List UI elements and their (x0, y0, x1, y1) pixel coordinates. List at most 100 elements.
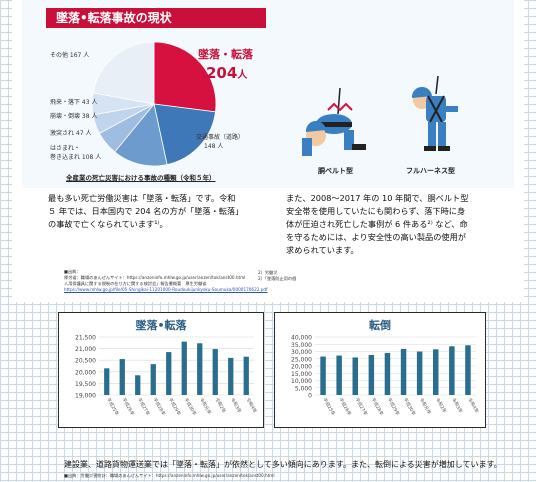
bottom-source: ■出典：労働災害統計：職場のあんぜんサイト：https://anzeninfo.… (64, 473, 275, 478)
y-tick-label: 5,000 (295, 385, 312, 392)
pie-slice (153, 41, 217, 113)
bar (135, 375, 141, 395)
bar (150, 364, 156, 395)
y-tick-label: 30,000 (291, 349, 312, 356)
pie-highlight-value: 204人 (206, 64, 247, 82)
figure-caption-harness: フルハーネス型 (406, 167, 455, 175)
chart-falls-title: 墜落•転落 (135, 319, 187, 332)
bar (320, 356, 326, 395)
bar (104, 368, 110, 395)
pie-slice (114, 103, 168, 167)
x-tick-label: 令和3年 (229, 397, 243, 415)
pie-chart-area: 墜落・転落 204人 その他 167 人 飛来・落下 43 人 崩壊・倒壊 38… (46, 34, 272, 182)
pie-label-caught-1: はさまれ・ (50, 145, 81, 152)
source-note-line: 2）労働災 (258, 270, 278, 275)
y-tick-label: 20,000 (75, 369, 96, 376)
x-tick-label: 平成30年 (402, 397, 418, 418)
x-tick-label: 令和元年 (418, 397, 433, 417)
y-tick-label: 10,000 (291, 378, 312, 385)
source-heading: ■出典： (64, 269, 81, 274)
pie-label-caught-2: 巻き込まれ 108 人 (50, 154, 102, 161)
x-tick-label: 令和4年 (466, 397, 480, 415)
x-tick-label: 平成27年 (136, 397, 152, 418)
y-tick-label: 15,000 (291, 371, 312, 378)
y-tick-label: 35,000 (291, 342, 312, 349)
chart-falls-plot: 21,500 21,000 20,500 20,000 19,500 19,000 平成25… (75, 335, 259, 418)
bar (212, 349, 218, 395)
bar (416, 351, 423, 395)
bottom-summary: 建設業、道路貨物運送業では「墜落・転落」が依然として多い傾向にあります。また、転… (64, 460, 502, 469)
y-tick-label: 0 (308, 393, 312, 400)
source-note-line: 2）「墜落防止用の個 (258, 276, 297, 281)
x-tick-label: 平成29年 (386, 397, 402, 418)
bar (119, 359, 125, 395)
pie-label-traffic-1: 交通事故（道路） (196, 134, 245, 141)
pie-label-other: その他 167 人 (50, 52, 90, 59)
pie-highlight-number: 204 (206, 64, 238, 82)
x-tick-label: 平成25年 (105, 397, 121, 418)
source-line: 厚労省：職場のあんぜんサイト：https://anzeninfo.mhlw.go… (64, 275, 246, 280)
paragraph-left: 最も多い死亡労働災害は「墜落・転落」です。令和 ５ 年では、日本国内で 204 … (48, 192, 278, 231)
pie-caption: 全産業の死亡災害における事故の種類（令和５年） (66, 174, 216, 182)
worker-illustration-belt (302, 88, 366, 156)
y-tick-label: 20,000 (291, 364, 312, 371)
pie-slice (92, 41, 155, 105)
worker-illustration-harness (411, 76, 458, 151)
y-tick-label: 20,500 (75, 358, 96, 365)
y-tick-label: 21,000 (75, 346, 96, 353)
pie-chart (91, 41, 217, 167)
paragraph-right-line: 体が圧迫され死亡した事例が 6 件ある²⁾ など、命 (286, 219, 468, 229)
bar (384, 352, 391, 395)
chart-trips-plot: 40,00035,00030,00025,00020,00015,00010,0… (291, 335, 481, 418)
x-tick-label: 平成27年 (354, 397, 370, 418)
x-tick-label: 令和3年 (450, 397, 464, 415)
pie-highlight-unit: 人 (237, 70, 248, 81)
bar (243, 356, 249, 395)
chart-trips-title: 転倒 (369, 319, 391, 332)
bar (181, 341, 187, 395)
figure-caption-belt: 胴ベルト型 (318, 167, 353, 175)
paragraph-right: また、2008～2017 年の 10 年間で、胴ベルト型 安全帯を使用していたに… (286, 192, 522, 257)
sources-block: ■出典： 厚労省：職場のあんぜんサイト：https://anzeninfo.mh… (64, 269, 284, 293)
paragraph-right-line: を守るためには、より安全性の高い製品の使用が (286, 232, 466, 242)
pie-label-struck: 激突され 47 人 (50, 130, 92, 137)
source-line: 人用保護具に関する規制の在り方に関する検討会」報告書概要 厚生労働省 (64, 281, 207, 286)
paragraph-right-line: 安全帯を使用していたにも関わらず、落下時に身 (286, 206, 466, 216)
bar (449, 346, 455, 395)
pie-highlight-label: 墜落・転落 (198, 48, 253, 61)
page-title: 墜落•転落事故の現状 (46, 8, 266, 28)
paragraph-right-line: 求められています。 (286, 245, 359, 255)
paragraph-left-line: ５ 年では、日本国内で 204 名の方が「墜落・転落」 (48, 206, 244, 216)
x-tick-label: 平成25年 (321, 397, 337, 418)
x-tick-label: 平成26年 (337, 397, 353, 418)
x-tick-label: 令和4年 (245, 397, 259, 415)
y-tick-label: 19,500 (75, 381, 96, 388)
x-tick-label: 令和2年 (434, 397, 448, 415)
paragraph-left-line: の事故で亡くなられています¹⁾。 (48, 219, 168, 229)
chart-trips: 転倒 40,000 35,000 30,000 25,000 20,000 15,000 1… (274, 312, 486, 428)
x-tick-label: 平成30年 (183, 397, 199, 418)
bar (465, 345, 471, 395)
bar (166, 352, 172, 395)
bar (197, 343, 203, 395)
bar (400, 348, 407, 395)
bar (336, 355, 342, 395)
x-tick-label: 平成26年 (121, 397, 137, 418)
bar (433, 349, 439, 395)
x-tick-label: 令和元年 (198, 397, 213, 417)
y-tick-label: 25,000 (291, 356, 312, 363)
y-tick-label: 40,000 (291, 335, 312, 342)
bar (352, 357, 358, 395)
x-tick-label: 平成28年 (370, 397, 386, 418)
x-tick-label: 平成28年 (152, 397, 168, 418)
chart-falls: 墜落•転落 21,500 21,000 20,500 20,000 19,500 19,0… (58, 312, 264, 428)
y-tick-label: 19,000 (75, 393, 96, 400)
pie-label-falling-objects: 飛来・落下 43 人 (50, 99, 98, 106)
x-tick-label: 平成29年 (167, 397, 183, 418)
bar (228, 357, 234, 395)
source-note-right: 2）労働災 2）「墜落防止用の個 (258, 270, 296, 282)
paragraph-left-line: 最も多い死亡労働災害は「墜落・転落」です。令和 (48, 193, 236, 203)
y-tick-label: 21,500 (75, 335, 96, 342)
source-link[interactable]: https://www.mhlw.go.jp/file/05-Shingikai… (64, 287, 268, 292)
paragraph-right-line: また、2008～2017 年の 10 年間で、胴ベルト型 (286, 193, 469, 203)
